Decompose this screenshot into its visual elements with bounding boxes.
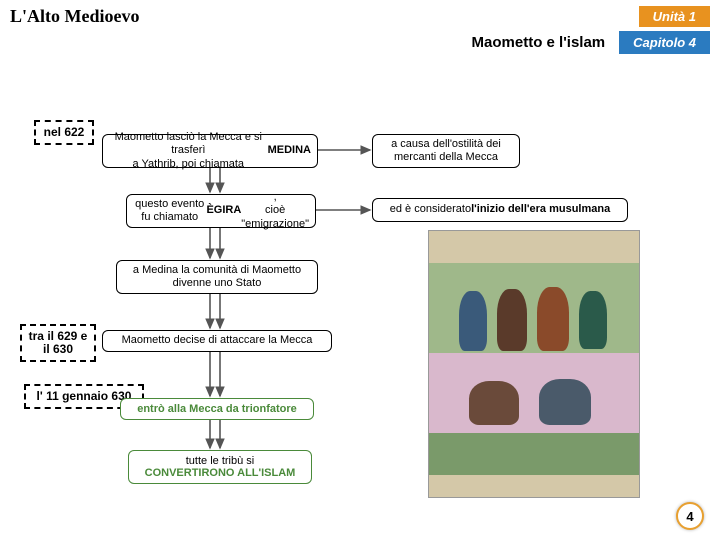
flow-node: Maometto lasciò la Mecca e si trasferìa … [102,134,318,168]
unit-badge: Unità 1 [639,6,710,27]
highlight-node: entrò alla Mecca da trionfatore [120,398,314,420]
date-box: tra il 629 e il 630 [20,324,96,362]
page-title: L'Alto Medioevo [10,6,139,27]
flow-node: a causa dell'ostilità deimercanti della … [372,134,520,168]
page-number: 4 [676,502,704,530]
manuscript-illustration [428,230,640,498]
flow-node: questo evento fu chiamato ÈGIRA,cioè "em… [126,194,316,228]
chapter-badge: Capitolo 4 [619,31,710,54]
highlight-node: tutte le tribù siCONVERTIRONO ALL'ISLAM [128,450,312,484]
flow-node: a Medina la comunità di Maomettodivenne … [116,260,318,294]
date-box: nel 622 [34,120,94,145]
diagram-area: nel 622tra il 629 e il 630l' 11 gennaio … [0,54,720,514]
section-title: Maometto e l'islam [472,34,606,51]
flow-node: ed è considerato l'inizio dell'era musul… [372,198,628,222]
flow-node: Maometto decise di attaccare la Mecca [102,330,332,352]
